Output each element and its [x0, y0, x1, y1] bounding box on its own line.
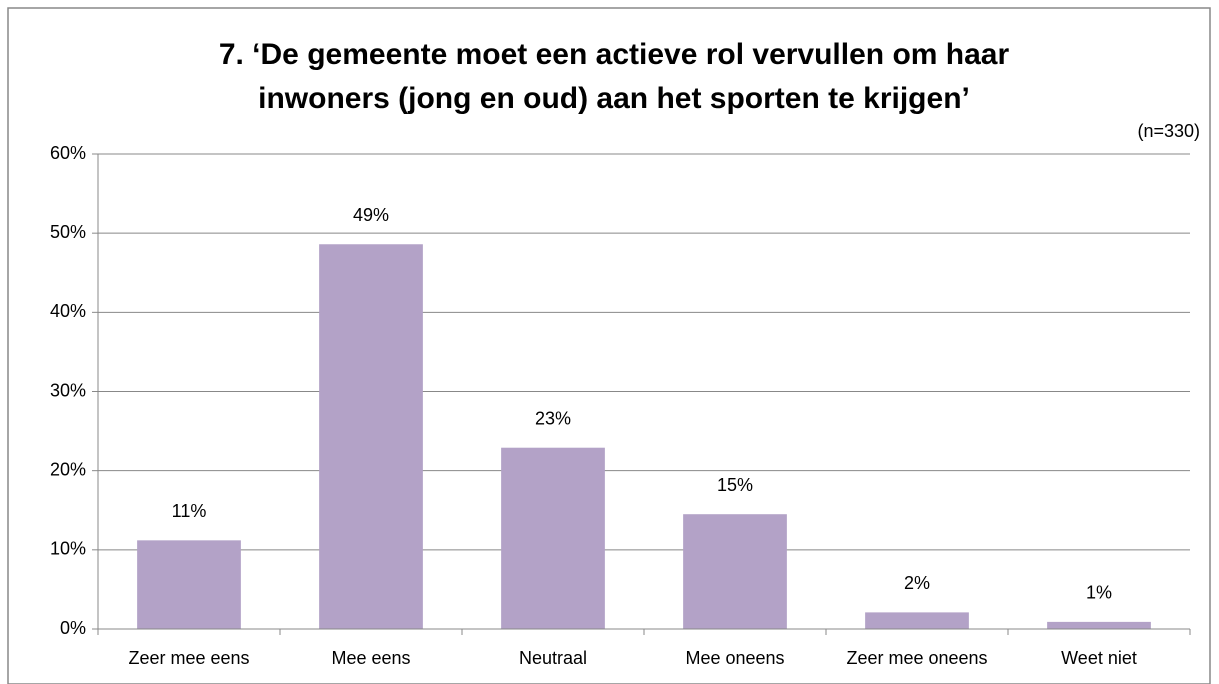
chart-title: inwoners (jong en oud) aan het sporten t…	[258, 82, 970, 115]
y-tick-label: 20%	[50, 459, 86, 479]
x-tick-label: Mee oneens	[685, 648, 784, 668]
x-tick-label: Weet niet	[1061, 648, 1137, 668]
data-label: 23%	[535, 408, 571, 428]
y-tick-label: 0%	[60, 618, 86, 638]
bar	[683, 514, 787, 629]
y-tick-label: 50%	[50, 222, 86, 242]
x-tick-label: Zeer mee oneens	[846, 648, 987, 668]
x-tick-label: Zeer mee eens	[128, 648, 249, 668]
bar	[137, 540, 241, 629]
data-label: 2%	[904, 573, 930, 593]
bar	[865, 612, 969, 629]
bar	[319, 244, 423, 629]
bar	[501, 447, 605, 629]
data-label: 11%	[172, 501, 207, 521]
chart-title: 7. ‘De gemeente moet een actieve rol ver…	[219, 38, 1010, 71]
bar	[1047, 621, 1151, 629]
data-label: 15%	[717, 475, 753, 495]
data-label: 1%	[1086, 583, 1112, 603]
x-tick-label: Neutraal	[519, 648, 587, 668]
annotation: (n=330)	[1137, 121, 1200, 141]
y-tick-label: 10%	[50, 539, 86, 559]
x-tick-label: Mee eens	[331, 648, 410, 668]
y-tick-label: 60%	[50, 143, 86, 163]
y-tick-label: 40%	[50, 301, 86, 321]
y-tick-label: 30%	[50, 380, 86, 400]
data-label: 49%	[353, 205, 389, 225]
